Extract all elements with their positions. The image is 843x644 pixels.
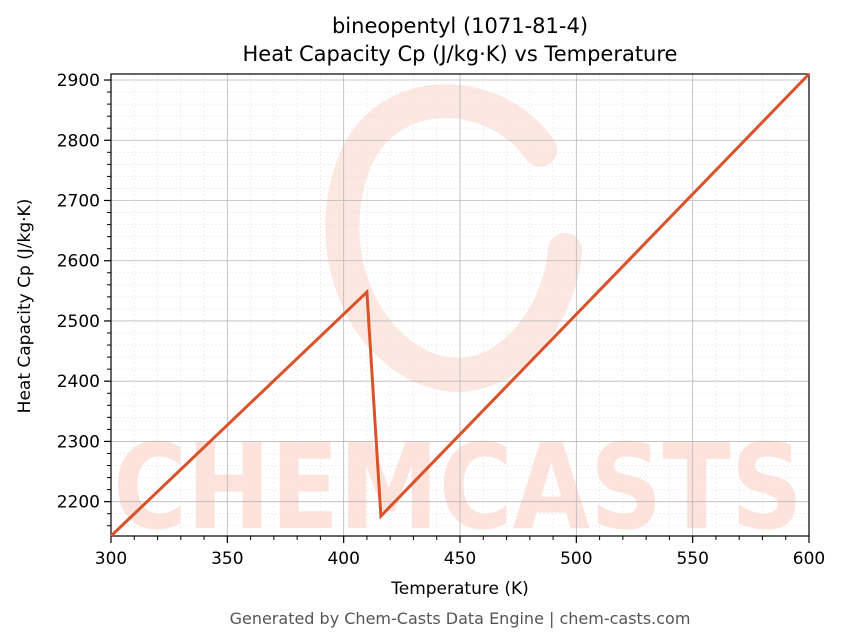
chart-title: bineopentyl (1071-81-4) <box>332 14 588 38</box>
y-tick-label: 2700 <box>57 191 100 211</box>
x-axis-label: Temperature (K) <box>390 579 529 599</box>
y-axis-label: Heat Capacity Cp (J/kg·K) <box>15 199 35 414</box>
x-tick-labels: 300 350 400 450 500 550 600 <box>95 549 825 569</box>
series-line-0 <box>109 72 811 538</box>
watermark-text: CHEMCASTS <box>113 418 803 556</box>
x-tick-label: 600 <box>793 549 825 569</box>
x-tick-label: 400 <box>327 549 359 569</box>
x-tick-label: 450 <box>444 549 476 569</box>
y-tick-label: 2600 <box>57 252 100 272</box>
x-tick-label: 300 <box>95 549 127 569</box>
y-tick-label: 2500 <box>57 312 100 332</box>
footer-credit: Generated by Chem-Casts Data Engine | ch… <box>230 609 691 628</box>
watermark-swirl <box>325 84 582 392</box>
axis-ticks <box>104 79 810 543</box>
y-tick-label: 2800 <box>57 131 100 151</box>
y-tick-label: 2300 <box>57 432 100 452</box>
y-tick-label: 2900 <box>57 71 100 91</box>
y-tick-label: 2400 <box>57 372 100 392</box>
x-tick-label: 500 <box>560 549 592 569</box>
x-tick-label: 550 <box>676 549 708 569</box>
chart-subtitle: Heat Capacity Cp (J/kg·K) vs Temperature <box>243 42 678 66</box>
series-layer <box>109 72 811 538</box>
y-tick-label: 2200 <box>57 493 100 513</box>
y-tick-labels: 2200 2300 2400 2500 2600 2700 2800 2900 <box>57 71 100 513</box>
watermark: CHEMCASTS <box>113 84 803 556</box>
x-tick-label: 350 <box>211 549 243 569</box>
